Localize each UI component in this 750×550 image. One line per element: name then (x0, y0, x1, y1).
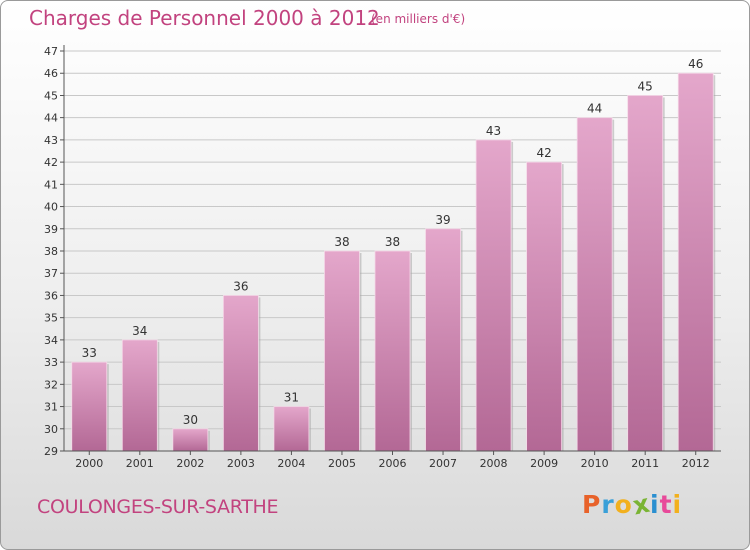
data-label: 36 (233, 279, 248, 293)
bar (273, 406, 310, 452)
x-tick-label: 2001 (126, 457, 154, 470)
x-tick-label: 2002 (176, 457, 204, 470)
logo-letter: r (601, 490, 615, 519)
data-label: 46 (688, 57, 703, 71)
logo-letter: P (582, 490, 602, 519)
y-tick-label: 47 (44, 45, 58, 58)
axes: 29 30 31 32 33 34 35 36 37 38 39 40 41 42 43 44 45 46 47 20… (44, 45, 721, 470)
x-tick-label: 2004 (277, 457, 305, 470)
data-label: 39 (435, 213, 450, 227)
logo-letter: i (650, 490, 660, 519)
bar (374, 250, 411, 452)
y-tick-label: 44 (44, 112, 58, 125)
x-tick-label: 2007 (429, 457, 457, 470)
data-label: 45 (638, 79, 653, 93)
data-label: 38 (334, 235, 349, 249)
data-labels: 33 34 30 36 31 38 38 39 43 42 44 45 46 (82, 57, 704, 427)
y-tick-label: 46 (44, 67, 58, 80)
bar (576, 117, 613, 452)
bar-chart: 29 30 31 32 33 34 35 36 37 38 39 40 41 42 43 44 45 46 47 20… (44, 45, 721, 470)
logo-letter: t (659, 490, 673, 519)
bar (677, 72, 714, 452)
y-tick-label: 40 (44, 201, 58, 214)
y-tick-label: 41 (44, 178, 58, 191)
bars (71, 72, 716, 452)
y-tick-label: 35 (44, 312, 58, 325)
bar (475, 139, 512, 452)
bar (121, 339, 158, 452)
y-tick-label: 31 (44, 401, 58, 414)
bar (526, 161, 563, 452)
data-label: 30 (183, 413, 198, 427)
data-label: 42 (536, 146, 551, 160)
x-tick-label: 2012 (682, 457, 710, 470)
logo-letter: i (672, 490, 683, 519)
y-tick-label: 30 (44, 423, 58, 436)
y-tick-label: 43 (44, 134, 58, 147)
data-label: 33 (82, 346, 97, 360)
x-tick-label: 2011 (631, 457, 659, 470)
y-tick-label: 36 (44, 289, 58, 302)
x-tick-label: 2010 (581, 457, 609, 470)
y-tick-label: 37 (44, 267, 58, 280)
bar (324, 250, 360, 452)
logo-letter: o (614, 490, 633, 519)
data-label: 31 (284, 391, 299, 405)
proxiti-logo[interactable]: Proxiti (582, 489, 683, 521)
data-label: 44 (587, 102, 602, 116)
y-tick-label: 38 (44, 245, 58, 258)
x-tick-label: 2003 (227, 457, 255, 470)
bar (71, 361, 108, 452)
chart-title: Charges de Personnel 2000 à 2012 (29, 6, 380, 30)
y-tick-label: 33 (44, 356, 58, 369)
y-tick-label: 42 (44, 156, 58, 169)
data-label: 38 (385, 235, 400, 249)
y-tick-label: 45 (44, 89, 58, 102)
data-label: 34 (132, 324, 147, 338)
y-tick-label: 29 (44, 445, 58, 458)
y-tick-label: 34 (44, 334, 58, 347)
x-tick-label: 2008 (480, 457, 508, 470)
bar (172, 428, 209, 452)
bar (222, 295, 259, 452)
y-tick-label: 32 (44, 378, 58, 391)
x-tick-label: 2006 (379, 457, 407, 470)
x-tick-label: 2009 (530, 457, 558, 470)
bar (627, 95, 664, 452)
bar (425, 228, 461, 452)
y-tick-label: 39 (44, 223, 58, 236)
commune-name: COULONGES-SUR-SARTHE (37, 496, 279, 518)
x-tick-label: 2005 (328, 457, 356, 470)
chart-subtitle: (en milliers d'€) (371, 12, 466, 26)
data-label: 43 (486, 124, 501, 138)
x-tick-label: 2000 (75, 457, 103, 470)
